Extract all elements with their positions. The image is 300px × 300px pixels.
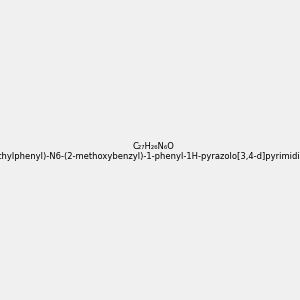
Text: C₂₇H₂₆N₆O
N4-(3,5-dimethylphenyl)-N6-(2-methoxybenzyl)-1-phenyl-1H-pyrazolo[3,4-: C₂₇H₂₆N₆O N4-(3,5-dimethylphenyl)-N6-(2-… [0,142,300,161]
